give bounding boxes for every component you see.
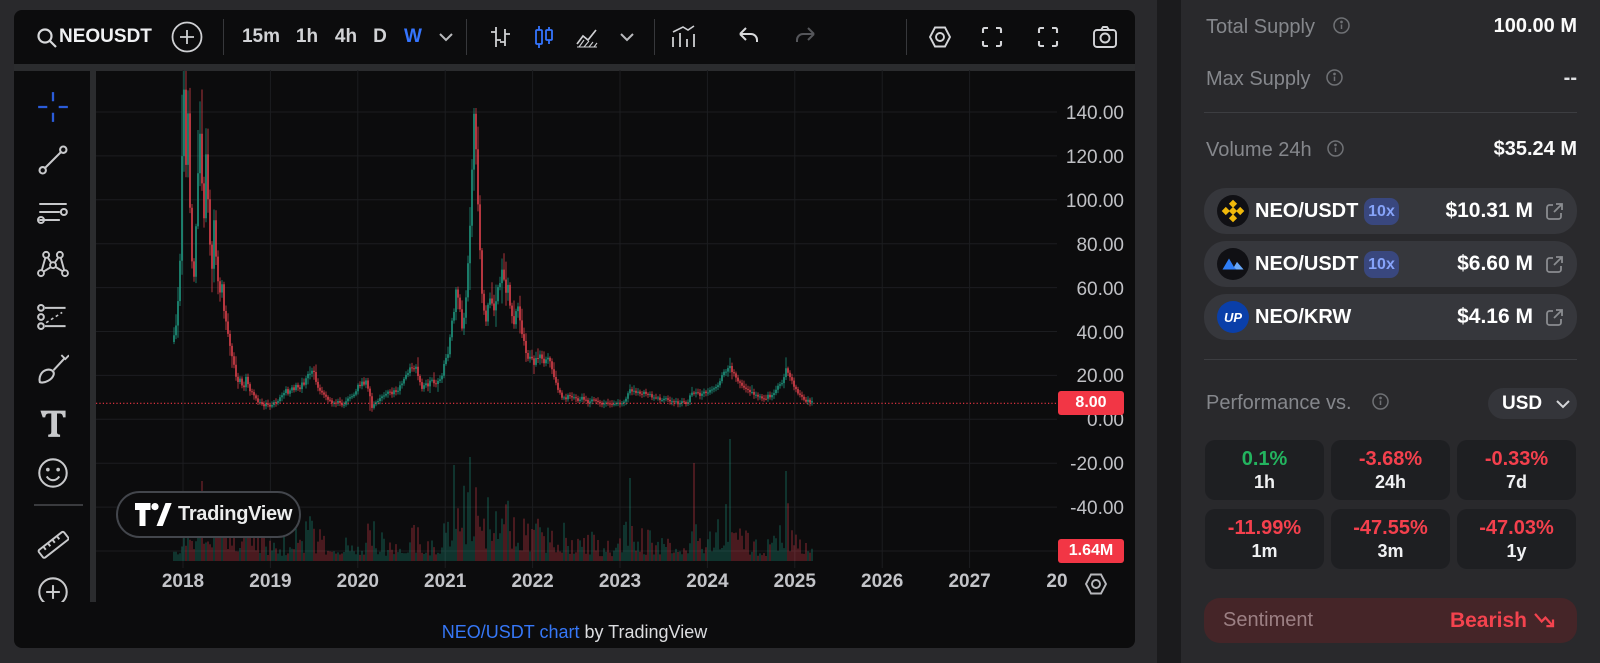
svg-text:UP: UP: [1224, 310, 1242, 325]
